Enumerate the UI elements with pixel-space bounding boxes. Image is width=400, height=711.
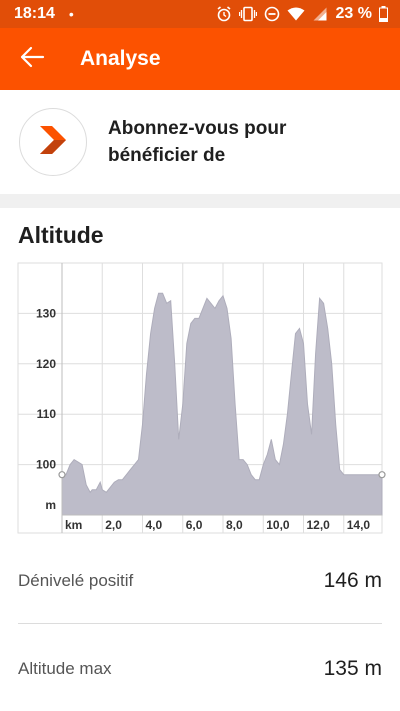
stat-row-max-altitude: Altitude max 135 m	[18, 626, 382, 711]
stat-label: Altitude max	[18, 659, 112, 678]
chart-axes	[61, 263, 382, 533]
x-tick-label: 4,0	[146, 518, 163, 532]
back-button[interactable]	[2, 28, 62, 90]
wifi-icon	[287, 7, 305, 21]
chart-end-markers	[58, 471, 386, 479]
y-tick-label: 130	[36, 306, 56, 320]
stat-value: 135 m	[323, 657, 382, 680]
subscribe-promo[interactable]: Abonnez-vous pour bénéficier de	[0, 90, 400, 194]
alarm-icon	[216, 6, 232, 22]
end-marker	[378, 471, 386, 479]
stat-label: Dénivelé positif	[18, 570, 134, 590]
signal-icon	[312, 7, 327, 21]
chart-frame	[17, 262, 383, 534]
notification-dot: •	[68, 6, 74, 22]
start-marker	[58, 471, 66, 479]
x-tick-label: 12,0	[307, 518, 331, 532]
stat-row-elevation-gain: Dénivelé positif 146 m	[18, 538, 382, 624]
stat-value: 146 m	[323, 568, 382, 592]
x-axis-unit-label: km	[65, 518, 82, 532]
page-title: Analyse	[80, 47, 161, 70]
section-title: Altitude	[18, 222, 104, 248]
y-axis-unit-label: m	[45, 498, 56, 512]
strava-chevron-icon	[38, 124, 68, 161]
section-divider	[0, 194, 400, 208]
status-time: 18:14	[14, 5, 55, 22]
elevation-area	[61, 292, 383, 516]
y-tick-label: 100	[36, 458, 56, 472]
x-tick-label: 14,0	[347, 518, 371, 532]
y-tick-label: 120	[36, 357, 56, 371]
chart-tick-labels: 100 110 120 130 m 2,0 4,0 6,0 8,0 10,0 12,0 14,0 km	[36, 306, 370, 532]
status-bar: 18:14 • 23 %	[0, 0, 400, 28]
x-tick-label: 10,0	[266, 518, 290, 532]
battery-percent: 23 %	[335, 5, 372, 22]
status-icons: 23 %	[216, 5, 388, 23]
strava-logo	[19, 108, 87, 176]
x-tick-label: 8,0	[226, 518, 243, 532]
altitude-chart: 100 110 120 130 m 2,0 4,0 6,0 8,0 10,0 12,0 14,0 km	[17, 262, 386, 534]
vibrate-icon	[238, 6, 257, 22]
x-tick-label: 2,0	[105, 518, 122, 532]
arrow-left-icon	[19, 46, 45, 73]
battery-icon	[379, 6, 388, 22]
app-bar: Analyse	[0, 28, 400, 90]
y-tick-label: 110	[37, 407, 57, 421]
do-not-disturb-icon	[264, 6, 280, 22]
promo-text: Abonnez-vous pour bénéficier de	[108, 118, 287, 166]
x-tick-label: 6,0	[186, 518, 203, 532]
